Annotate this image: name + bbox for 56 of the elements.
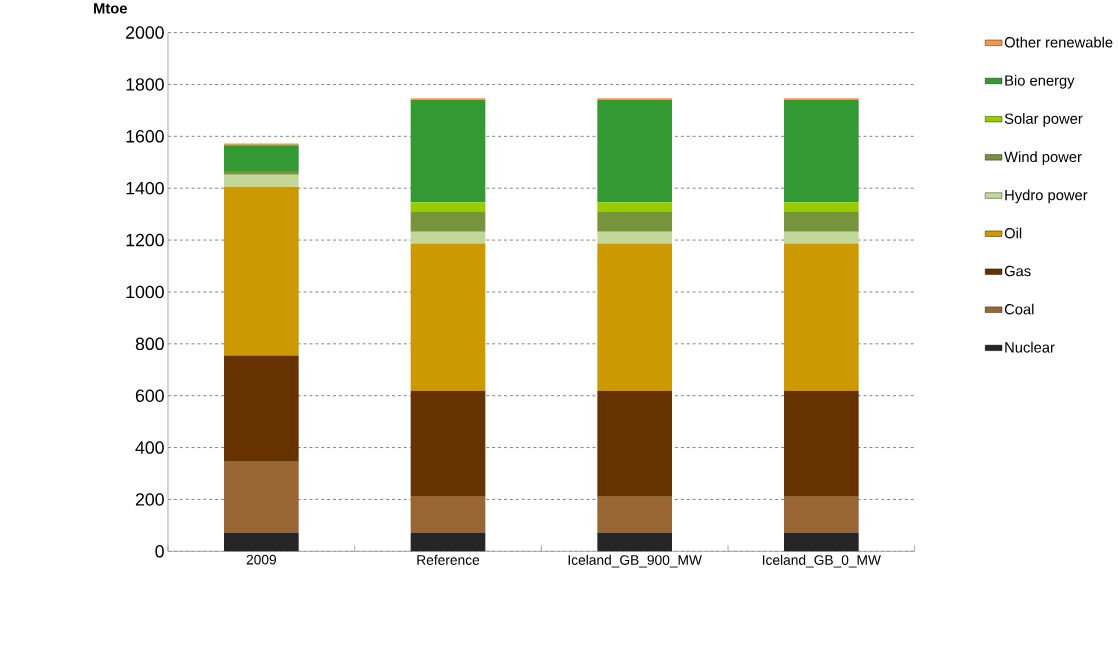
bar xyxy=(410,201,486,212)
y-tick-label: 800 xyxy=(135,337,164,350)
legend-label: Coal xyxy=(1004,303,1034,315)
bar xyxy=(597,201,672,212)
x-tick-label: Reference xyxy=(417,554,480,565)
y-tick-label: 1200 xyxy=(126,233,164,247)
x-tick-label: Iceland_GB_900_MW xyxy=(568,554,702,568)
bar xyxy=(410,390,486,497)
bar xyxy=(224,186,299,356)
y-tick-label: 1400 xyxy=(126,181,164,195)
bar xyxy=(410,243,486,391)
bar xyxy=(597,390,672,497)
y-tick-label: 200 xyxy=(135,492,164,506)
legend-label: Solar power xyxy=(1004,112,1083,127)
y-tick-label: 400 xyxy=(135,441,164,454)
bar xyxy=(224,355,299,462)
y-tick-label: 2000 xyxy=(126,26,164,39)
y-tick-label: 1800 xyxy=(126,77,164,91)
bar xyxy=(410,211,486,232)
bar xyxy=(410,532,486,552)
y-tick-label: 0 xyxy=(155,544,164,558)
bar xyxy=(224,170,299,175)
bar xyxy=(784,99,859,202)
bar xyxy=(784,211,859,232)
y-tick-label: 1600 xyxy=(126,129,164,143)
legend-label: Bio energy xyxy=(1005,74,1075,89)
y-tick-label: 600 xyxy=(135,389,164,402)
legend-label: Nuclear xyxy=(1005,341,1055,353)
legend-label: Gas xyxy=(1004,265,1031,277)
bar xyxy=(597,99,672,202)
bar xyxy=(224,461,299,533)
legend-label: Other renewable xyxy=(1004,36,1113,48)
bar xyxy=(784,201,859,212)
bar xyxy=(410,231,486,244)
bar xyxy=(597,496,672,533)
bar xyxy=(784,496,859,533)
bar xyxy=(597,211,672,232)
bar xyxy=(410,99,486,202)
bar xyxy=(784,532,859,552)
bar xyxy=(224,144,299,171)
bar xyxy=(410,496,486,533)
bar xyxy=(224,174,299,187)
bar xyxy=(784,390,859,497)
x-tick-label: 2009 xyxy=(246,554,276,565)
x-tick-label: Iceland_GB_0_MW xyxy=(762,554,881,568)
bar xyxy=(597,532,672,552)
legend-label: Hydro power xyxy=(1005,189,1088,203)
legend-label: Oil xyxy=(1004,227,1022,239)
bar xyxy=(784,231,859,244)
bar xyxy=(597,231,672,244)
y-tick-label: 1000 xyxy=(126,285,164,298)
legend-label: Wind power xyxy=(1004,151,1082,165)
bar xyxy=(784,243,859,391)
bar xyxy=(597,243,672,391)
bar xyxy=(224,532,299,552)
y-axis-title: Mtoe xyxy=(94,3,127,14)
